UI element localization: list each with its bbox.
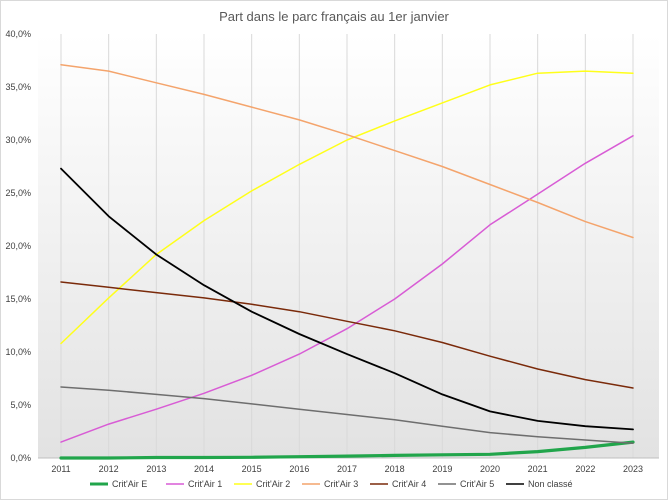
x-tick-label: 2012 (99, 464, 119, 474)
y-axis: 0,0% 5,0% 10,0% 15,0% 20,0% 25,0% 30,0% 35,0% 40… (5, 29, 31, 463)
y-tick-label: 0,0% (10, 453, 31, 463)
plot-area (38, 34, 659, 458)
series-line-non-class (60, 167, 634, 431)
y-tick-label: 30,0% (5, 135, 31, 145)
series-lines (59, 63, 635, 460)
legend-item: Crit'Air 4 (370, 479, 426, 489)
x-tick-label: 2016 (289, 464, 309, 474)
y-tick-label: 25,0% (5, 188, 31, 198)
legend-label: Crit'Air 3 (324, 479, 358, 489)
y-tick-label: 20,0% (5, 241, 31, 251)
y-tick-label: 5,0% (10, 400, 31, 410)
series-line-crit-air-5 (60, 386, 634, 444)
chart-title: Part dans le parc français au 1er janvie… (219, 9, 449, 24)
legend-label: Crit'Air E (112, 479, 147, 489)
y-tick-label: 15,0% (5, 294, 31, 304)
x-tick-label: 2023 (623, 464, 643, 474)
x-tick-label: 2014 (194, 464, 214, 474)
y-tick-label: 10,0% (5, 347, 31, 357)
x-tick-label: 2011 (51, 464, 70, 474)
legend-item: Crit'Air 1 (166, 479, 222, 489)
legend-item: Crit'Air E (90, 479, 147, 489)
legend-label: Crit'Air 4 (392, 479, 426, 489)
x-tick-label: 2013 (146, 464, 166, 474)
series-line-crit-air-1 (60, 135, 634, 443)
legend-label: Crit'Air 2 (256, 479, 290, 489)
legend-label: Non classé (528, 479, 573, 489)
x-tick-label: 2021 (528, 464, 548, 474)
legend-item: Crit'Air 3 (302, 479, 358, 489)
x-tick-label: 2020 (480, 464, 500, 474)
x-axis: 2011 2012 2013 2014 2015 2016 2017 2018 2019 2020… (38, 457, 659, 474)
x-tick-label: 2019 (432, 464, 452, 474)
y-tick-label: 40,0% (5, 29, 31, 39)
series-line-crit-air-3 (60, 63, 634, 239)
legend-item: Crit'Air 5 (438, 479, 494, 489)
series-line-crit-air-e (59, 440, 635, 460)
legend-item: Crit'Air 2 (234, 479, 290, 489)
legend: Crit'Air E Crit'Air 1 Crit'Air 2 Crit'Air 3… (90, 479, 573, 489)
y-tick-label: 35,0% (5, 82, 31, 92)
legend-item: Non classé (506, 479, 573, 489)
x-tick-label: 2018 (385, 464, 405, 474)
legend-label: Crit'Air 1 (188, 479, 222, 489)
x-tick-label: 2015 (242, 464, 262, 474)
x-tick-label: 2017 (337, 464, 357, 474)
x-tick-label: 2022 (575, 464, 595, 474)
series-line-crit-air-4 (60, 281, 634, 389)
legend-label: Crit'Air 5 (460, 479, 494, 489)
